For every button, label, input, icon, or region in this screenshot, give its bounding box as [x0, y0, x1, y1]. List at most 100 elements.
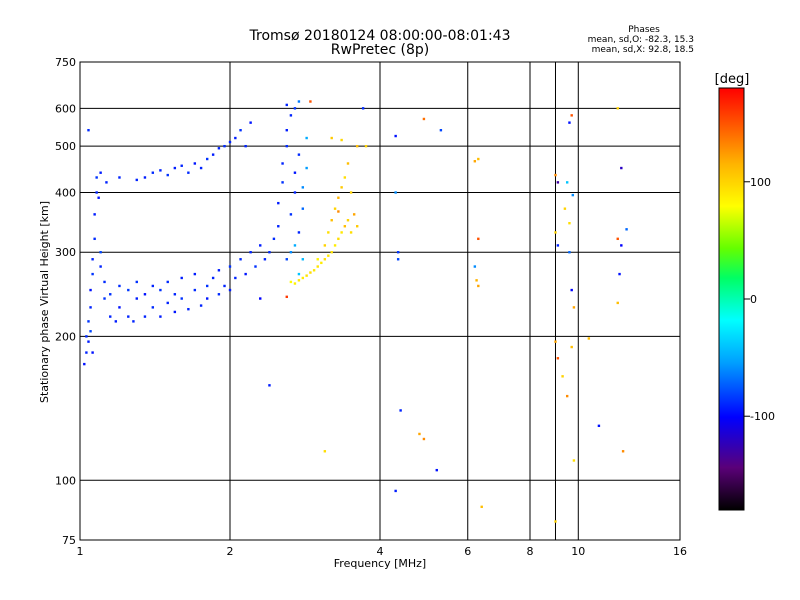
data-point	[554, 173, 557, 177]
data-point	[323, 244, 327, 247]
y-tick-labels: 75 100 200 300 400 500 600 750	[55, 56, 76, 547]
data-point	[556, 244, 560, 247]
data-point	[323, 258, 327, 261]
data-point	[293, 191, 297, 194]
data-point	[563, 207, 567, 210]
data-point	[159, 169, 162, 172]
data-point	[103, 297, 106, 300]
data-point	[249, 251, 252, 254]
data-point	[473, 265, 477, 268]
data-point	[132, 320, 135, 323]
data-point	[143, 293, 147, 296]
data-point	[297, 100, 301, 103]
data-point	[316, 265, 319, 268]
data-point	[394, 489, 397, 493]
data-point	[99, 265, 102, 268]
x-tick-label: 16	[673, 545, 687, 558]
data-point	[259, 244, 262, 247]
data-point	[187, 307, 190, 311]
data-point	[572, 306, 576, 309]
chart-subtitle: RwPretec (8p)	[331, 42, 429, 58]
data-point	[293, 171, 297, 174]
data-point	[297, 272, 301, 276]
data-point	[166, 301, 169, 305]
data-point	[554, 340, 557, 343]
data-point	[180, 297, 183, 300]
data-point	[268, 384, 271, 387]
data-point	[223, 144, 226, 148]
data-point	[418, 432, 421, 436]
data-point	[616, 237, 619, 241]
data-point	[93, 213, 96, 216]
data-point	[337, 196, 340, 199]
data-point	[173, 310, 177, 314]
y-tick-label: 750	[55, 56, 76, 69]
data-point	[556, 181, 560, 184]
data-point	[244, 144, 247, 148]
data-point	[244, 272, 247, 276]
colorbar-label: [deg]	[715, 72, 750, 87]
data-point	[223, 284, 226, 288]
phases-title: Phases	[628, 25, 660, 35]
x-tick-label: 6	[464, 545, 471, 558]
data-point	[239, 258, 242, 261]
data-point	[281, 181, 284, 184]
data-point	[340, 186, 343, 189]
data-point	[475, 279, 478, 282]
data-point	[285, 144, 288, 148]
data-point	[309, 271, 312, 274]
data-point	[193, 162, 197, 165]
data-point	[620, 244, 623, 247]
data-point	[561, 375, 564, 378]
data-point	[320, 261, 323, 265]
data-point	[285, 295, 288, 299]
data-point	[87, 340, 90, 343]
data-point	[89, 330, 92, 333]
data-point	[135, 280, 138, 284]
data-point	[554, 520, 557, 523]
data-point	[323, 450, 327, 453]
data-point	[272, 237, 276, 241]
data-point	[91, 272, 94, 276]
data-point	[309, 100, 312, 103]
data-points	[83, 100, 628, 523]
data-point	[346, 162, 350, 165]
data-point	[327, 231, 330, 234]
data-point	[228, 265, 232, 268]
data-point	[625, 228, 628, 231]
data-point	[597, 424, 601, 428]
data-point	[205, 297, 209, 300]
data-point	[118, 176, 121, 179]
data-point	[217, 147, 221, 150]
data-point	[349, 231, 353, 234]
data-point	[234, 136, 237, 140]
data-point	[346, 219, 350, 222]
data-point	[621, 450, 625, 453]
data-point	[89, 288, 92, 292]
data-point	[239, 128, 242, 132]
data-point	[199, 304, 203, 307]
data-point	[127, 315, 130, 318]
data-point	[114, 320, 118, 323]
x-tick-label: 1	[77, 545, 84, 558]
data-point	[199, 166, 203, 170]
data-point	[143, 315, 147, 318]
data-point	[217, 293, 221, 296]
data-point	[616, 301, 619, 305]
data-point	[263, 258, 267, 261]
data-point	[91, 258, 94, 261]
y-axis-label: Stationary phase Virtual Height [km]	[38, 201, 51, 403]
data-point	[565, 181, 569, 184]
y-tick-label: 500	[55, 140, 76, 153]
data-point	[173, 293, 177, 296]
colorbar-tick-label: -100	[750, 410, 775, 423]
data-point	[333, 207, 337, 210]
data-point	[205, 157, 209, 161]
data-point	[166, 280, 169, 284]
data-point	[228, 140, 232, 144]
x-tick-labels: 1 2 4 6 8 10 16	[77, 545, 688, 558]
data-point	[268, 251, 271, 254]
data-point	[118, 306, 121, 309]
colorbar-tick-label: 100	[750, 176, 771, 189]
data-point	[173, 166, 177, 170]
